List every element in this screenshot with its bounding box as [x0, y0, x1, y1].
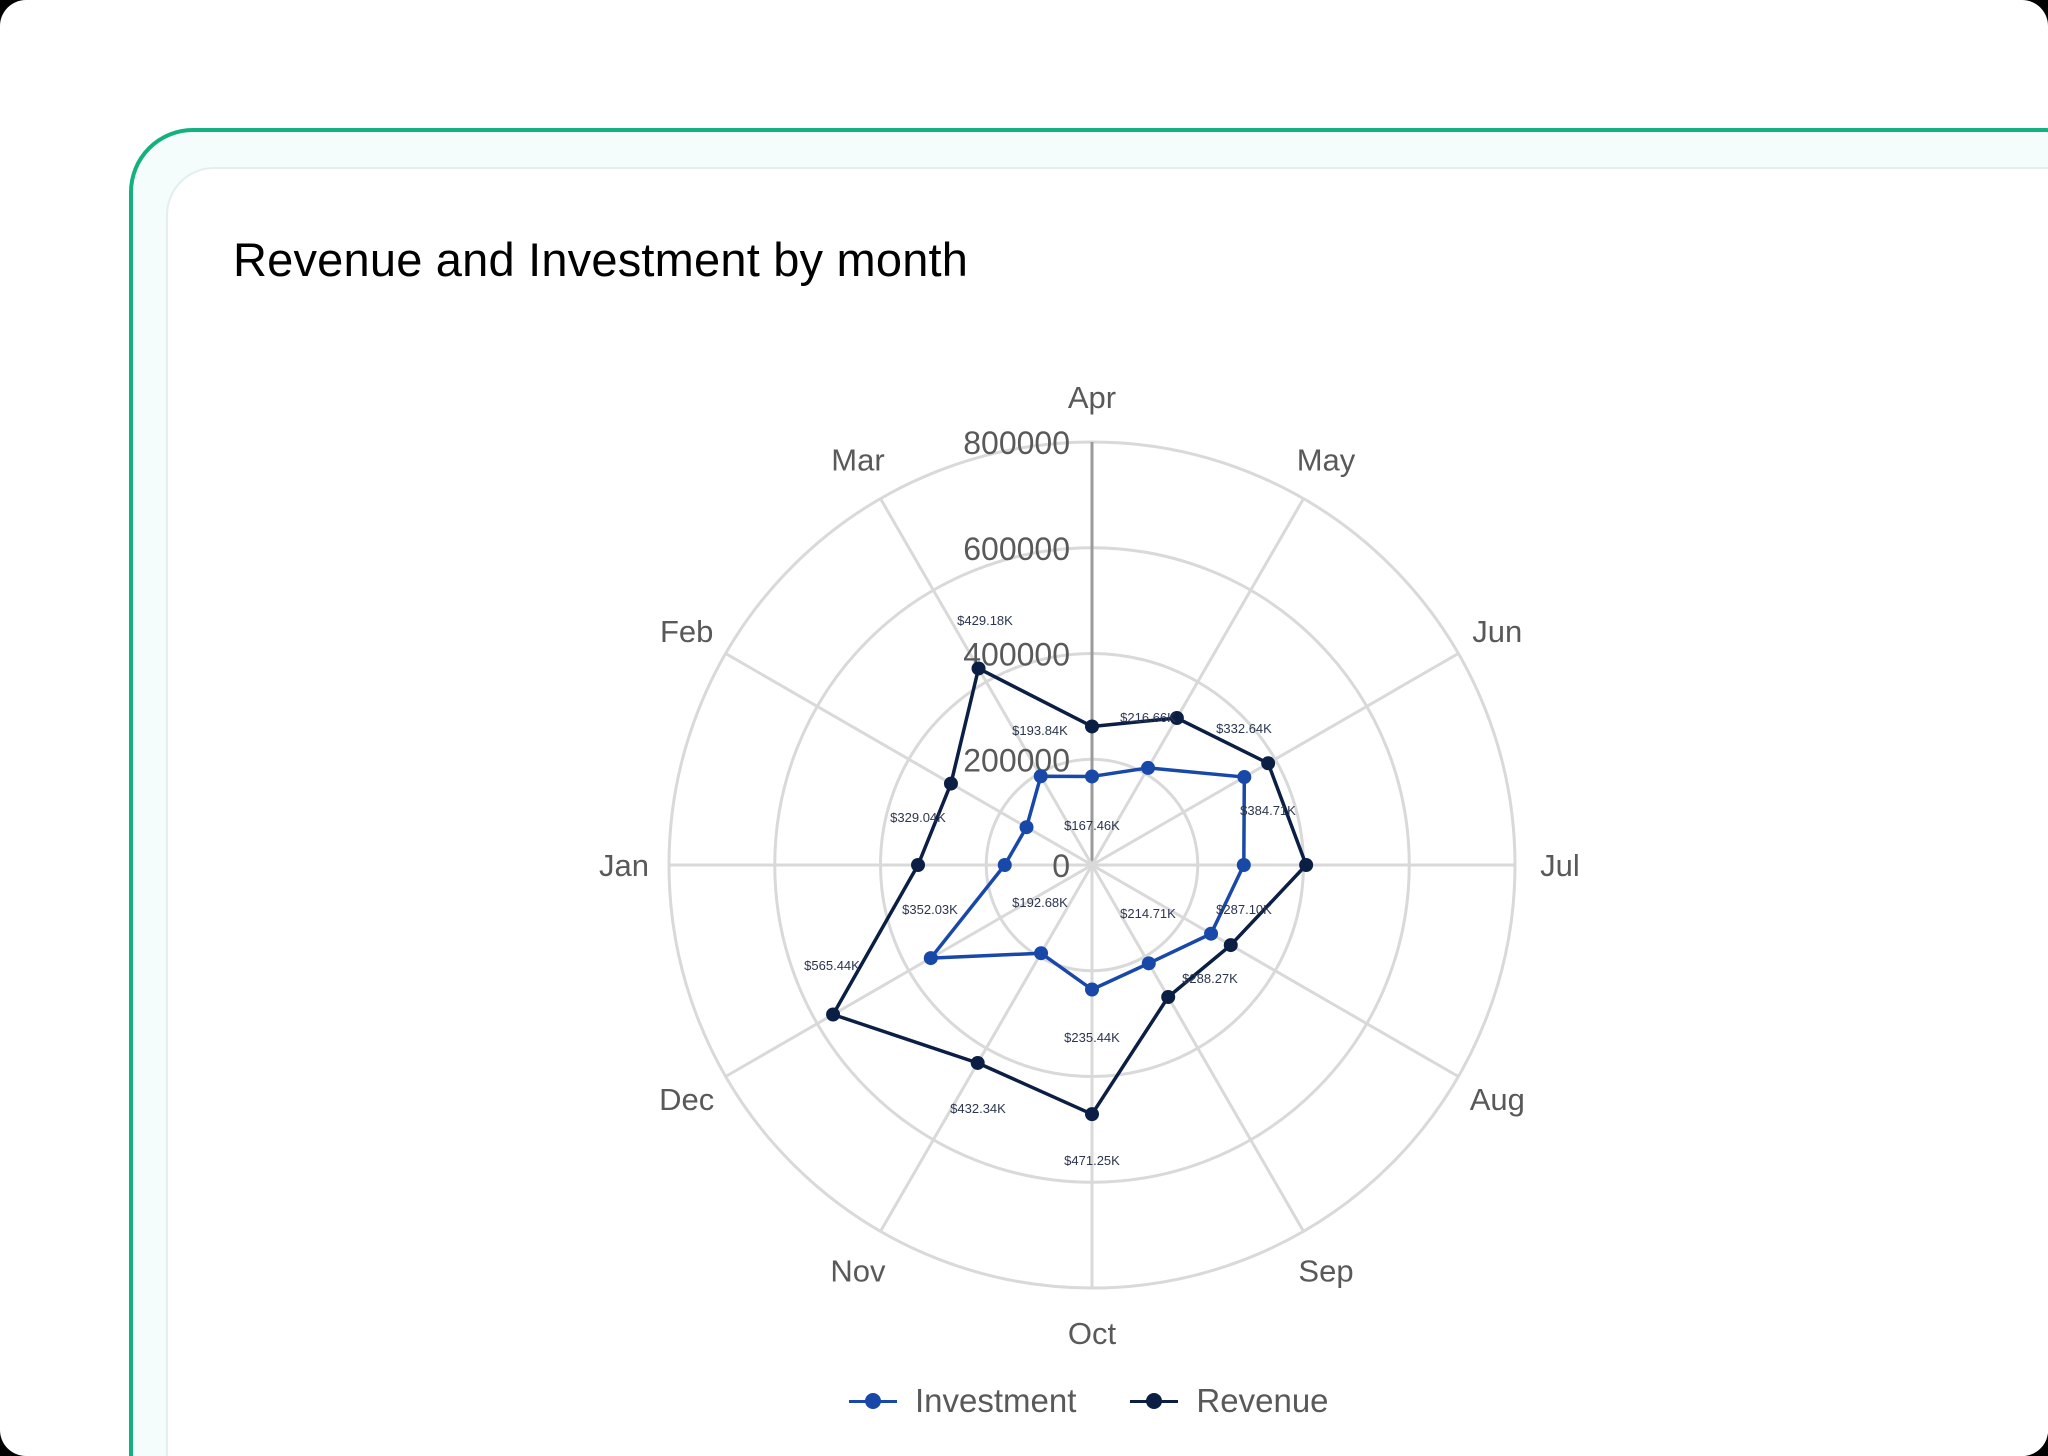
data-point-investment[interactable] — [1204, 926, 1219, 941]
axis-label-jan: Jan — [599, 848, 649, 883]
data-point-revenue[interactable] — [970, 1055, 985, 1070]
data-label: $214.71K — [1120, 906, 1176, 921]
data-point-revenue[interactable] — [1085, 719, 1099, 734]
data-point-investment[interactable] — [997, 858, 1012, 872]
grid-spoke — [1090, 497, 1305, 866]
data-point-revenue[interactable] — [943, 776, 958, 791]
data-point-investment[interactable] — [1085, 982, 1099, 997]
data-label: $288.27K — [1182, 971, 1238, 986]
chart-title: Revenue and Investment by month — [233, 233, 969, 286]
grid-spoke — [879, 864, 1094, 1233]
axis-label-oct: Oct — [1068, 1316, 1117, 1351]
data-label: $192.68K — [1012, 895, 1068, 910]
legend-label-investment: Investment — [915, 1382, 1077, 1419]
data-point-revenue[interactable] — [971, 661, 986, 676]
axis-label-aug: Aug — [1470, 1082, 1525, 1117]
chart-legend: Investment Revenue — [849, 1382, 1329, 1420]
data-point-investment[interactable] — [923, 951, 938, 966]
investment-line-marker-icon — [849, 1393, 897, 1409]
data-label: $287.10K — [1216, 902, 1272, 917]
data-point-revenue[interactable] — [1169, 711, 1184, 726]
data-label: $167.46K — [1064, 818, 1120, 833]
data-label: $429.18K — [957, 613, 1013, 628]
data-label: $193.84K — [1012, 723, 1068, 738]
grid-spoke — [879, 497, 1094, 866]
grid-spoke — [1090, 864, 1305, 1233]
data-label: $565.44K — [804, 958, 860, 973]
data-label: $332.64K — [1216, 721, 1272, 736]
data-label: $432.34K — [950, 1101, 1006, 1116]
data-label: $384.71K — [1240, 803, 1296, 818]
data-point-revenue[interactable] — [1223, 938, 1238, 953]
legend-item-revenue[interactable]: Revenue — [1130, 1382, 1329, 1420]
data-point-investment[interactable] — [1141, 760, 1156, 775]
data-label: $235.44K — [1064, 1030, 1120, 1045]
data-point-investment[interactable] — [1019, 820, 1034, 835]
axis-label-nov: Nov — [830, 1253, 886, 1288]
data-point-investment[interactable] — [1237, 770, 1252, 785]
axis-label-feb: Feb — [660, 614, 713, 649]
radial-tick-label: 800000 — [963, 425, 1070, 461]
axis-label-mar: Mar — [831, 443, 884, 478]
axis-label-jun: Jun — [1472, 614, 1522, 649]
data-point-investment[interactable] — [1033, 769, 1048, 784]
grid-spoke — [1091, 863, 1460, 1078]
axis-label-may: May — [1297, 443, 1356, 478]
data-point-investment[interactable] — [1236, 858, 1251, 872]
data-point-revenue[interactable] — [1085, 1107, 1099, 1122]
data-label: $329.04K — [890, 810, 946, 825]
axis-label-apr: Apr — [1068, 380, 1116, 415]
data-label: $471.25K — [1064, 1153, 1120, 1168]
radial-tick-label: 600000 — [963, 531, 1070, 567]
data-point-investment[interactable] — [1034, 946, 1049, 961]
legend-label-revenue: Revenue — [1196, 1382, 1329, 1419]
data-point-revenue[interactable] — [826, 1007, 841, 1022]
grid-spoke — [1091, 652, 1460, 867]
data-point-investment[interactable] — [1085, 769, 1099, 784]
axis-label-dec: Dec — [659, 1082, 714, 1117]
radial-tick-label: 0 — [1052, 848, 1070, 884]
data-point-revenue[interactable] — [911, 858, 926, 872]
data-point-revenue[interactable] — [1261, 756, 1276, 771]
revenue-line-marker-icon — [1130, 1393, 1179, 1409]
data-point-revenue[interactable] — [1299, 858, 1314, 872]
chart-card — [166, 167, 2048, 1456]
grid-spoke — [724, 863, 1093, 1078]
data-point-investment[interactable] — [1141, 956, 1156, 971]
axis-label-sep: Sep — [1298, 1253, 1353, 1288]
legend-item-investment[interactable]: Investment — [849, 1382, 1076, 1420]
data-point-revenue[interactable] — [1161, 990, 1176, 1005]
data-label: $216.66K — [1120, 710, 1176, 725]
radial-tick-label: 200000 — [963, 742, 1070, 778]
data-label: $352.03K — [902, 902, 958, 917]
axis-label-jul: Jul — [1540, 848, 1580, 883]
